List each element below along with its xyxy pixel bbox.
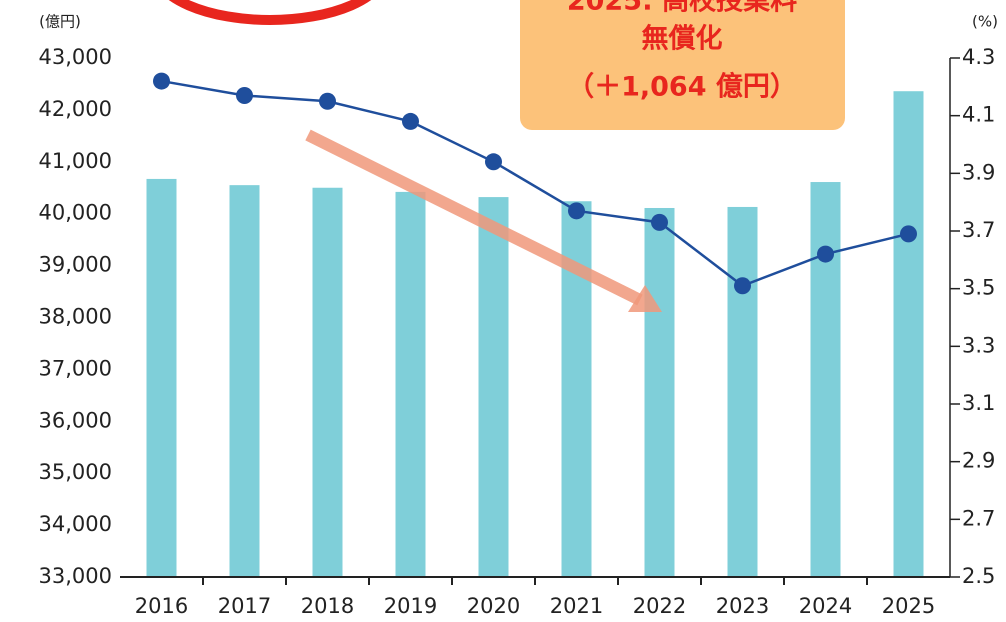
marker bbox=[900, 225, 917, 243]
y-tick-label: 38,000 bbox=[39, 305, 112, 329]
y-tick-label: 34,000 bbox=[39, 512, 112, 536]
x-tick-label: 2025 bbox=[882, 594, 935, 618]
annotation-text: （＋1,064 億円） bbox=[567, 72, 797, 103]
bar bbox=[146, 178, 177, 577]
y-tick-label: 39,000 bbox=[39, 253, 112, 277]
annotation-text: 無償化 bbox=[642, 24, 723, 55]
y-tick-label: 37,000 bbox=[39, 356, 112, 380]
bar bbox=[727, 206, 758, 577]
marker bbox=[485, 153, 502, 171]
highlight-oval bbox=[168, 0, 372, 25]
bar bbox=[478, 197, 509, 578]
bar bbox=[810, 182, 841, 577]
y2-tick-label: 3.7 bbox=[962, 218, 995, 242]
marker bbox=[402, 112, 419, 130]
x-tick-label: 2021 bbox=[550, 594, 603, 618]
marker bbox=[568, 202, 585, 220]
y2-tick-label: 2.7 bbox=[962, 506, 995, 530]
bar bbox=[395, 191, 426, 578]
y-tick-label: 42,000 bbox=[39, 97, 112, 121]
marker bbox=[319, 92, 336, 110]
marker bbox=[651, 213, 668, 231]
marker bbox=[236, 86, 253, 104]
y-tick-label: 41,000 bbox=[39, 149, 112, 173]
y2-tick-label: 3.1 bbox=[962, 391, 995, 415]
y-tick-label: 40,000 bbox=[39, 201, 112, 225]
x-tick-label: 2024 bbox=[799, 594, 852, 618]
x-tick-label: 2017 bbox=[218, 594, 271, 618]
bar bbox=[893, 91, 924, 577]
y2-tick-label: 2.9 bbox=[962, 449, 995, 473]
line bbox=[161, 79, 909, 288]
y2-tick-label: 4.3 bbox=[962, 45, 995, 69]
y-tick-label: 33,000 bbox=[39, 564, 112, 588]
y2-tick-label: 3.5 bbox=[962, 276, 995, 300]
y2-tick-label: 4.1 bbox=[962, 103, 995, 127]
y2-tick-label: 3.3 bbox=[962, 333, 995, 357]
x-tick-label: 2023 bbox=[716, 594, 769, 618]
y-unit: (億円) bbox=[39, 13, 81, 31]
x-tick-label: 2016 bbox=[135, 594, 188, 618]
x-tick-label: 2022 bbox=[633, 594, 686, 618]
marker bbox=[734, 277, 751, 295]
annotation-box bbox=[520, 0, 845, 130]
annotation-text: 2025: 高校授業料 bbox=[567, 0, 797, 17]
y-tick-label: 43,000 bbox=[39, 45, 112, 69]
x-tick-label: 2020 bbox=[467, 594, 520, 618]
trend-arrow bbox=[305, 129, 643, 306]
x-tick-label: 2018 bbox=[301, 594, 354, 618]
bar bbox=[644, 207, 675, 577]
x-tick-label: 2019 bbox=[384, 594, 437, 618]
marker bbox=[817, 245, 834, 263]
trend-arrowhead bbox=[628, 285, 662, 312]
y2-tick-label: 2.5 bbox=[962, 564, 995, 588]
marker bbox=[153, 72, 170, 90]
y2-tick-label: 3.9 bbox=[962, 160, 995, 184]
bar bbox=[229, 185, 260, 577]
y-tick-label: 36,000 bbox=[39, 408, 112, 432]
y-tick-label: 35,000 bbox=[39, 460, 112, 484]
bar bbox=[312, 187, 343, 577]
y2-unit: (%) bbox=[972, 13, 998, 31]
